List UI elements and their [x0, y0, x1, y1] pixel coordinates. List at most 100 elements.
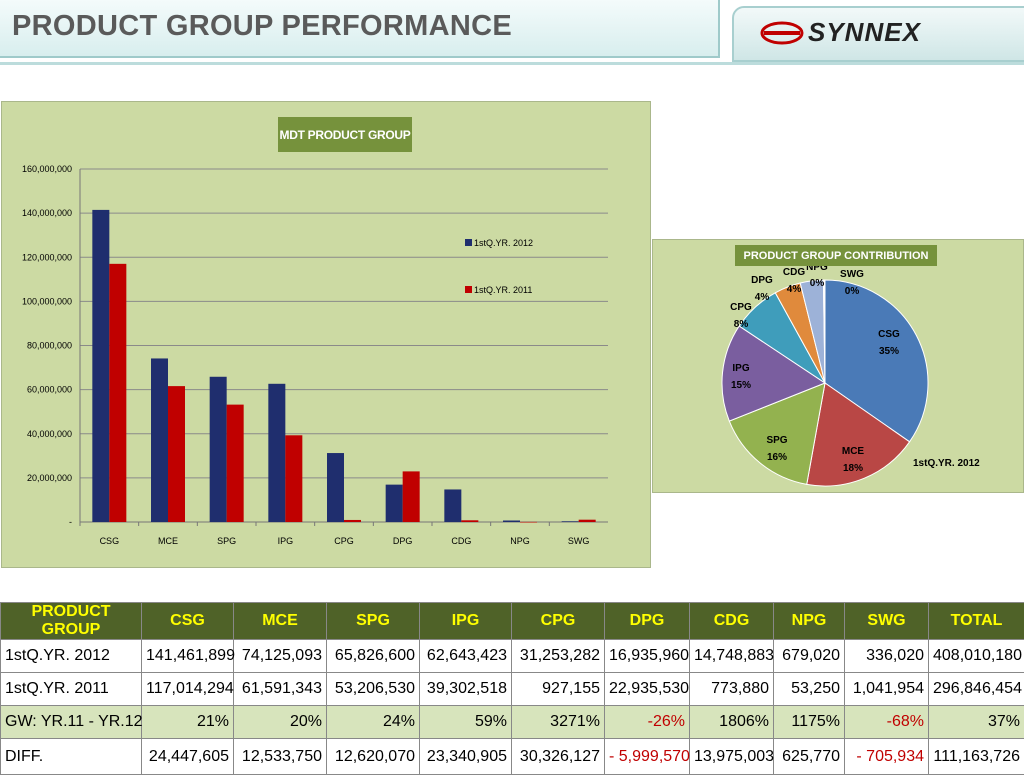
table-cell: 39,302,518: [420, 673, 512, 706]
y-tick-label: 140,000,000: [22, 208, 72, 218]
col-header: IPG: [420, 603, 512, 640]
header-divider: [0, 62, 1024, 65]
table-cell: 679,020: [774, 640, 845, 673]
table-cell: 53,250: [774, 673, 845, 706]
col-header: MCE: [234, 603, 327, 640]
slice-label: SPG: [766, 435, 787, 446]
table-cell: -68%: [845, 706, 929, 739]
table-cell: 3271%: [512, 706, 605, 739]
table-cell: 59%: [420, 706, 512, 739]
bar: [227, 405, 244, 522]
col-header: SPG: [327, 603, 420, 640]
bar: [562, 521, 579, 522]
bar: [92, 210, 109, 522]
table-cell: 141,461,899: [142, 640, 234, 673]
bar: [168, 386, 185, 522]
bar-chart: -20,000,00040,000,00060,000,00080,000,00…: [2, 102, 652, 569]
x-tick-label: MCE: [158, 536, 178, 546]
table-cell: 12,533,750: [234, 739, 327, 775]
slice-label: CSG: [878, 329, 900, 340]
bar: [579, 520, 596, 522]
table-cell: 30,326,127: [512, 739, 605, 775]
x-tick-label: NPG: [510, 536, 530, 546]
table-cell: 111,163,726: [929, 739, 1024, 775]
x-tick-label: CDG: [451, 536, 471, 546]
table-cell: 31,253,282: [512, 640, 605, 673]
table-cell: 296,846,454: [929, 673, 1024, 706]
col-header: PRODUCT GROUP: [1, 603, 142, 640]
bar: [386, 485, 403, 522]
x-tick-label: CPG: [334, 536, 354, 546]
table-cell: 12,620,070: [327, 739, 420, 775]
table-cell: 1806%: [690, 706, 774, 739]
slice-label: MCE: [842, 446, 865, 457]
page-title: PRODUCT GROUP PERFORMANCE: [12, 10, 512, 43]
bar-chart-title: MDT PRODUCT GROUP: [278, 117, 412, 152]
table-cell: 37%: [929, 706, 1024, 739]
bar: [109, 264, 126, 522]
table-cell: 927,155: [512, 673, 605, 706]
slice-pct-label: 8%: [734, 319, 749, 330]
bar: [285, 435, 302, 522]
slice-pct-label: 0%: [810, 278, 825, 289]
y-tick-label: 100,000,000: [22, 296, 72, 306]
bar: [444, 489, 461, 522]
col-header: NPG: [774, 603, 845, 640]
x-tick-label: SWG: [568, 536, 590, 546]
bar: [403, 471, 420, 522]
bar: [461, 520, 478, 522]
y-tick-label: 80,000,000: [27, 341, 72, 351]
y-tick-label: 40,000,000: [27, 429, 72, 439]
slice-pct-label: 4%: [787, 284, 802, 295]
table-cell: 20%: [234, 706, 327, 739]
table-cell: 21%: [142, 706, 234, 739]
table-cell: 62,643,423: [420, 640, 512, 673]
y-tick-label: 20,000,000: [27, 473, 72, 483]
y-tick-label: 60,000,000: [27, 385, 72, 395]
slice-pct-label: 0%: [845, 286, 860, 297]
pie-series-label: 1stQ.YR. 2012: [913, 458, 980, 469]
company-logo-text: SYNNEX: [808, 17, 921, 48]
legend-label: 1stQ.YR. 2011: [474, 285, 532, 295]
table-header-row: PRODUCT GROUP CSG MCE SPG IPG CPG DPG CD…: [1, 603, 1024, 640]
row-label: DIFF.: [1, 739, 142, 775]
pie-chart: CSG35%MCE18%SPG16%IPG15%CPG8%DPG4%CDG4%N…: [653, 240, 1024, 494]
table-cell: 1,041,954: [845, 673, 929, 706]
table-cell: 13,975,003: [690, 739, 774, 775]
bar: [503, 521, 520, 522]
table-cell: 625,770: [774, 739, 845, 775]
y-tick-label: 160,000,000: [22, 164, 72, 174]
table-cell: 22,935,530: [605, 673, 690, 706]
table-cell: 23,340,905: [420, 739, 512, 775]
slice-label: CPG: [730, 302, 752, 313]
legend-swatch: [465, 286, 472, 293]
bar: [520, 522, 537, 523]
table-cell: - 705,934: [845, 739, 929, 775]
bar: [327, 453, 344, 522]
bar: [344, 520, 361, 522]
table-cell: 117,014,294: [142, 673, 234, 706]
table-row: 1stQ.YR. 2011 117,014,294 61,591,343 53,…: [1, 673, 1024, 706]
slice-pct-label: 35%: [879, 346, 899, 357]
table-cell: 408,010,180: [929, 640, 1024, 673]
col-header: TOTAL: [929, 603, 1024, 640]
slice-pct-label: 15%: [731, 380, 751, 391]
table-row: GW: YR.11 - YR.12 21% 20% 24% 59% 3271% …: [1, 706, 1024, 739]
table-row: 1stQ.YR. 2012 141,461,899 74,125,093 65,…: [1, 640, 1024, 673]
pie-slice: [824, 280, 825, 383]
col-header: SWG: [845, 603, 929, 640]
table-cell: 65,826,600: [327, 640, 420, 673]
table-cell: 16,935,960: [605, 640, 690, 673]
synnex-logo-icon: [760, 20, 804, 46]
x-tick-label: CSG: [100, 536, 120, 546]
row-label: GW: YR.11 - YR.12: [1, 706, 142, 739]
table-cell: 53,206,530: [327, 673, 420, 706]
pie-chart-title: PRODUCT GROUP CONTRIBUTION: [735, 245, 937, 266]
x-tick-label: DPG: [393, 536, 413, 546]
y-tick-label: 120,000,000: [22, 252, 72, 262]
table-cell: 24,447,605: [142, 739, 234, 775]
table-cell: - 5,999,570: [605, 739, 690, 775]
row-label: 1stQ.YR. 2011: [1, 673, 142, 706]
